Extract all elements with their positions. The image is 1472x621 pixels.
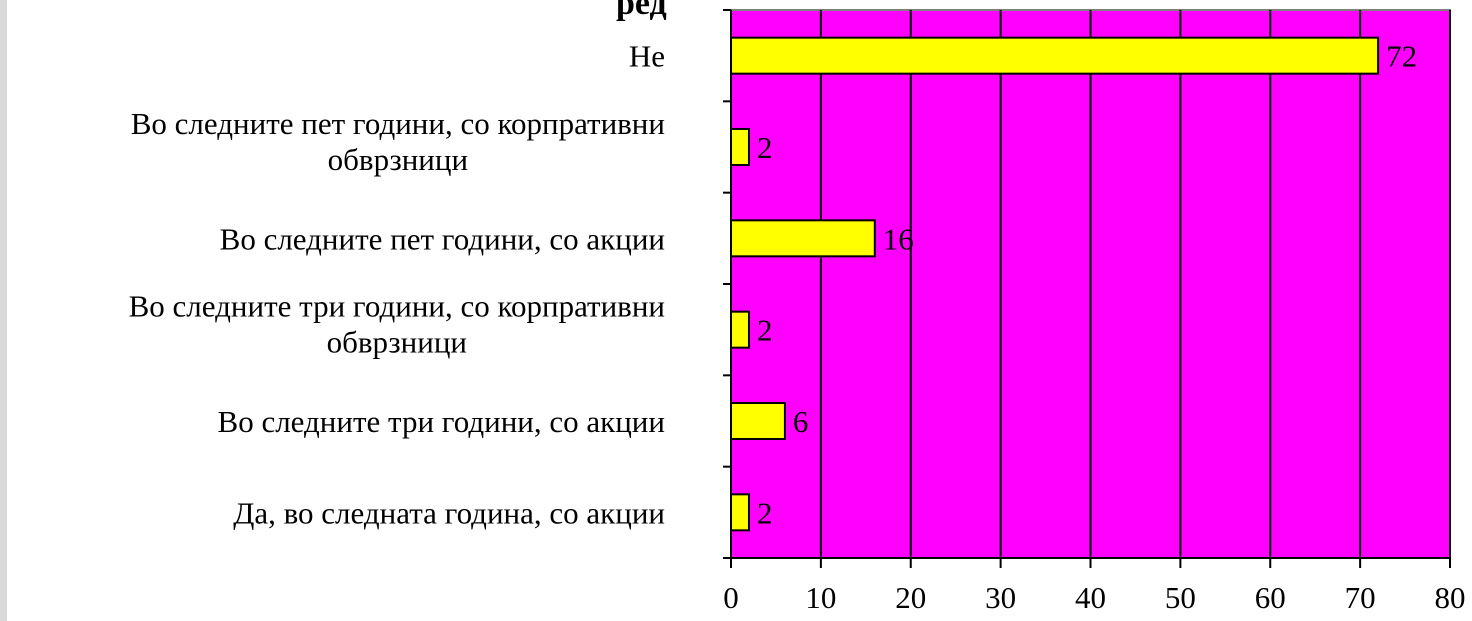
data-label: 2 — [757, 313, 773, 348]
category-label-line: обврзници — [328, 142, 468, 177]
category-label: Во следните пет години, со акции — [220, 221, 665, 256]
x-tick-label: 60 — [1255, 580, 1286, 615]
left-border-strip — [0, 0, 7, 621]
category-label-line: Не — [629, 39, 665, 74]
bar — [730, 310, 750, 349]
category-label-line: Во следните три години, со акции — [218, 404, 665, 439]
chart-title: ред — [616, 0, 667, 22]
data-label: 2 — [757, 495, 773, 530]
category-label-line: Во следните пет години, со акции — [220, 221, 665, 256]
x-tick-label: 40 — [1075, 580, 1106, 615]
category-label-line: Во следните пет години, со корпративни — [131, 106, 665, 141]
category-label: Во следните пет години, со корпративниоб… — [131, 106, 665, 177]
gridlines — [819, 10, 1451, 558]
x-tick-label: 0 — [723, 580, 739, 615]
x-tick-label: 70 — [1345, 580, 1376, 615]
data-label: 6 — [793, 404, 809, 439]
bar — [730, 128, 750, 166]
category-label: Не — [629, 39, 665, 74]
category-label: Во следните три години, со корпративниоб… — [129, 289, 665, 360]
bar — [730, 36, 1380, 75]
bar — [730, 219, 876, 258]
x-tick-label: 80 — [1435, 580, 1466, 615]
x-tick-label: 30 — [985, 580, 1016, 615]
bars — [730, 36, 1380, 532]
category-label: Во следните три години, со акции — [218, 404, 665, 439]
x-tick-label: 20 — [895, 580, 926, 615]
data-label: 16 — [883, 221, 914, 256]
category-label-line: Во следните три години, со корпративни — [129, 289, 665, 324]
data-label: 72 — [1386, 39, 1417, 74]
x-tick-label: 10 — [805, 580, 836, 615]
x-tick-label: 50 — [1165, 580, 1196, 615]
bar — [730, 402, 786, 440]
category-label-line: обврзници — [327, 325, 467, 360]
category-label-line: Да, во следната година, со акции — [233, 495, 665, 530]
category-label: Да, во следната година, со акции — [233, 495, 665, 530]
bar — [730, 493, 750, 532]
title-layer: ред — [616, 0, 667, 22]
data-label: 2 — [757, 130, 773, 165]
axes — [723, 9, 1451, 568]
